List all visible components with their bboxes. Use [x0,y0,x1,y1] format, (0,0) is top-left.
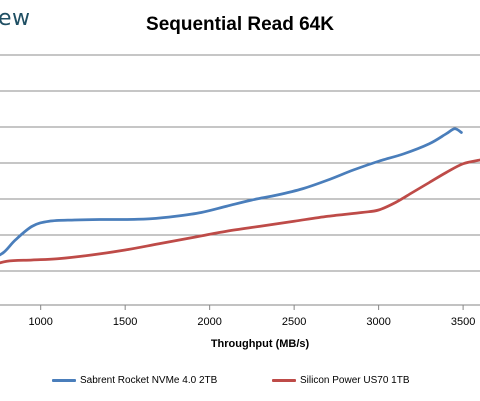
gridlines [0,54,480,306]
x-tick-label-3000: 3000 [366,316,390,328]
series-line-2 [0,158,480,265]
chart-title: Sequential Read 64K [146,14,334,35]
legend-label-series-1: Sabrent Rocket NVMe 4.0 2TB [80,374,218,386]
watermark-logo: ew [0,6,31,31]
legend-item-series-1: Sabrent Rocket NVMe 4.0 2TB [52,370,217,390]
legend-swatch-series-2 [272,378,296,382]
x-tick-label-2000: 2000 [197,316,221,328]
x-tick-label-3500: 3500 [451,316,475,328]
legend-item-series-2: Silicon Power US70 1TB [272,370,410,390]
x-tick-label-2500: 2500 [282,316,306,328]
legend-swatch-series-1 [52,378,76,382]
x-tick-labels: 1000 1500 2000 2500 3000 3500 [28,316,475,328]
x-tick-label-1000: 1000 [28,316,52,328]
x-axis-title: Throughput (MB/s) [210,338,310,350]
legend-label-series-2: Silicon Power US70 1TB [300,374,410,386]
x-tick-label-1500: 1500 [113,316,137,328]
legend: Sabrent Rocket NVMe 4.0 2TB Silicon Powe… [0,370,480,390]
series-line-1 [0,127,463,257]
series-layer [0,127,480,265]
axis-layer [40,305,464,310]
